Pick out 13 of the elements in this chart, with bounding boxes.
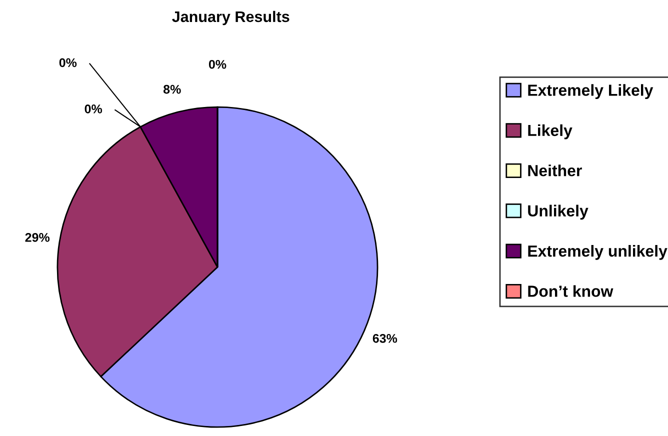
legend-label: Extremely unlikely: [528, 244, 668, 260]
data-label: 29%: [25, 233, 50, 242]
text: 0%: [59, 58, 77, 68]
legend-label: Likely: [528, 124, 572, 140]
text: 0%: [84, 104, 102, 114]
chart-title: January Results: [172, 10, 290, 26]
data-label: 8%: [164, 84, 181, 94]
legend-label: Neither: [528, 164, 582, 176]
data-label: 63%: [372, 334, 398, 343]
legend-label: Extremely Likely: [528, 84, 654, 100]
legend-label: Unlikely: [528, 204, 588, 220]
legend-label: Don’t know: [528, 285, 614, 297]
text: 0%: [208, 60, 226, 69]
